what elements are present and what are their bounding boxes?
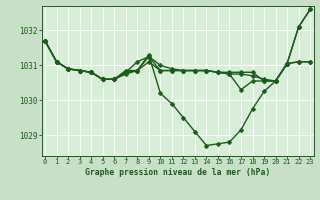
X-axis label: Graphe pression niveau de la mer (hPa): Graphe pression niveau de la mer (hPa) [85,168,270,177]
